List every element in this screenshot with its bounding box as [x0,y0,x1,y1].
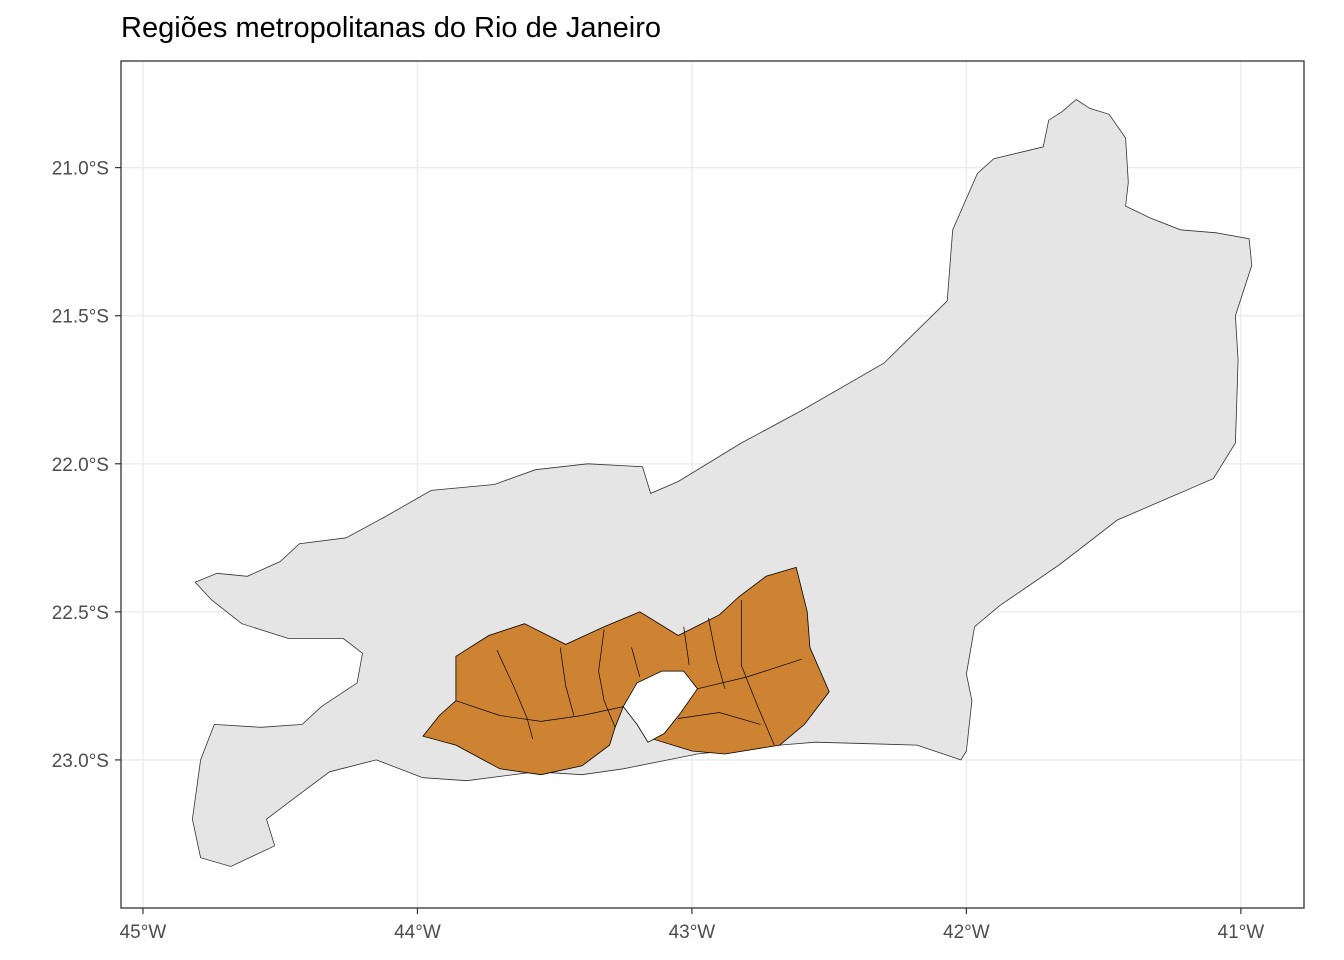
y-tick-label: 21.0°S [52,159,109,180]
municipality-boundary [740,600,775,746]
x-tick-label: 44°W [394,922,441,943]
y-axis: 21.0°S 21.5°S 22.0°S 22.5°S 23.0°S [52,159,121,772]
municipality-boundary [683,626,690,666]
x-tick-label: 43°W [669,922,716,943]
municipality-boundary [708,617,726,689]
municipality-boundary [631,647,641,678]
municipality-boundary [697,658,802,690]
municipality-boundary [678,712,761,725]
y-tick-label: 22.5°S [52,603,109,624]
y-tick-label: 21.5°S [52,307,109,328]
y-tick-label: 23.0°S [52,751,109,772]
guanabara-bay [622,670,698,743]
municipality-boundary [598,629,616,728]
x-tick-label: 41°W [1218,922,1265,943]
y-tick-label: 22.0°S [52,455,109,476]
x-tick-label: 42°W [943,922,990,943]
metropolitan-region [422,566,830,776]
panel-border [120,60,1305,909]
municipality-boundary [559,647,575,716]
x-axis: 45°W 44°W 43°W 42°W 41°W [120,908,1265,943]
map-shapes [191,99,1253,867]
x-tick-label: 45°W [120,922,167,943]
municipality-boundary [455,700,624,722]
municipality-boundary [496,650,534,740]
map-title: Regiões metropolitanas do Rio de Janeiro [121,12,662,44]
